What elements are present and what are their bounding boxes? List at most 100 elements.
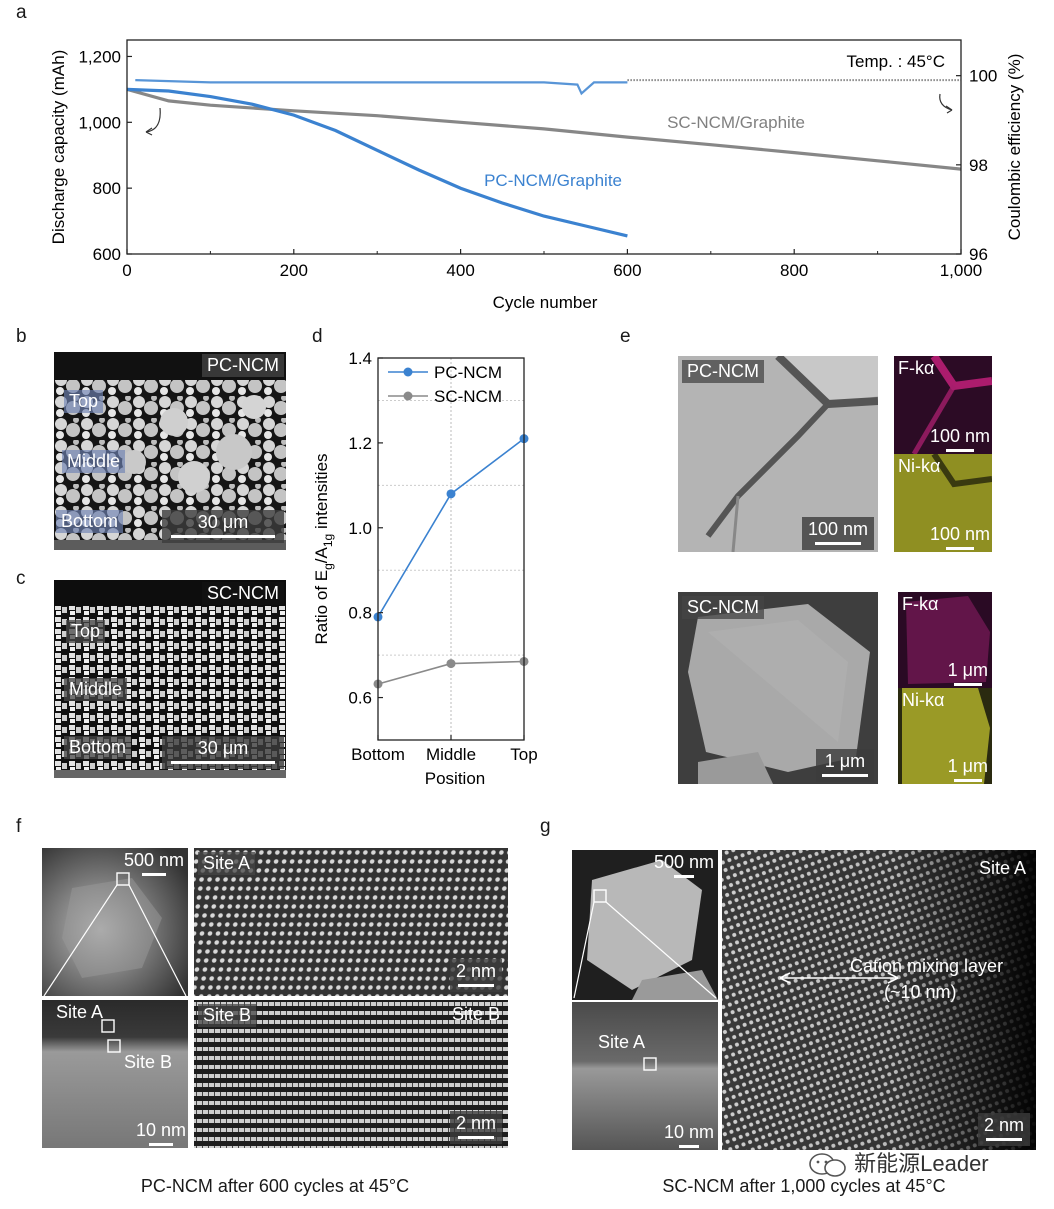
- x-tick-label: 400: [446, 261, 474, 280]
- y2-axis-title: Coulombic efficiency (%): [1005, 54, 1024, 241]
- site-b-label: Site B: [198, 1004, 257, 1027]
- scale-bar-line: [945, 547, 974, 550]
- scale-bar: 1 μm: [816, 749, 874, 782]
- x-tick-label: 0: [122, 261, 131, 280]
- y2-tick-label: 96: [969, 245, 988, 264]
- wechat-icon: [809, 1153, 846, 1177]
- site-a-label: Site A: [56, 1002, 104, 1022]
- data-point-pc: [446, 489, 456, 499]
- y-tick-label: 1,000: [78, 113, 121, 132]
- ni-label: Ni-kα: [898, 456, 941, 476]
- f-label: F-kα: [902, 594, 939, 614]
- panel-e-sc-ni-map: Ni-kα 1 μm: [898, 688, 992, 784]
- panel-g-caption: SC-NCM after 1,000 cycles at 45°C: [662, 1176, 946, 1196]
- scale-bar-line: [141, 873, 166, 876]
- scale-bar: 30 μm: [162, 510, 284, 543]
- data-point-sc: [446, 659, 456, 669]
- temp-label: Temp. : 45°C: [847, 52, 945, 71]
- scale-bar-label: 30 μm: [197, 738, 249, 758]
- cation-mixing-size: (~10 nm): [884, 982, 957, 1002]
- site-a-label: Site A: [198, 852, 256, 875]
- sc-series-label: SC-NCM/Graphite: [667, 113, 805, 132]
- pc-ncm-tag: PC-NCM: [202, 354, 284, 377]
- y-tick-label: 800: [93, 179, 121, 198]
- panel-g-overview: 500 nm: [572, 850, 718, 1000]
- scale-bar: 1 μm: [948, 756, 988, 782]
- x-axis-title: Position: [425, 769, 485, 788]
- pc-ncm-tag: PC-NCM: [682, 360, 764, 383]
- site-a-cation-mixing-image: [722, 850, 1036, 1150]
- f-map-image: [894, 356, 992, 454]
- panel-g-site-a: Site A Cation mixing layer (~10 nm) 2 nm: [722, 850, 1036, 1150]
- scale-bar: 30 μm: [162, 736, 284, 769]
- panel-f-caption: PC-NCM after 600 cycles at 45°C: [140, 1176, 410, 1196]
- sc-ncm-tag: SC-NCM: [682, 596, 764, 619]
- sc-ncm-tag: SC-NCM: [202, 582, 284, 605]
- panel-d-chart: 0.6 0.8 1.0 1.2 1.4 Bottom Middle Top PC-NCM SC…: [312, 349, 538, 788]
- legend: PC-NCM SC-NCM: [388, 363, 502, 406]
- panel-e-pc-f-map: F-kα 100 nm: [894, 356, 992, 454]
- scale-bar-label: 2 nm: [455, 1113, 496, 1133]
- sc-ncm-overview-image: [572, 850, 718, 1000]
- watermark: 新能源Leader: [808, 1146, 989, 1179]
- panel-letter-f: f: [16, 816, 22, 837]
- scale-bar-line: [822, 774, 868, 777]
- panel-b-micrograph: PC-NCM Top Middle Bottom 30 μm: [54, 352, 286, 550]
- y-tick-label: 1.0: [348, 519, 372, 538]
- layer-top-label: Top: [64, 390, 104, 413]
- panel-e-pc-ni-map: Ni-kα 100 nm: [894, 454, 992, 552]
- legend-entry-sc: SC-NCM: [434, 387, 502, 406]
- layer-top-label: Top: [66, 620, 106, 643]
- sc-capacity-series: [127, 87, 961, 171]
- ni-label: Ni-kα: [902, 690, 945, 710]
- ni-map-image: [894, 454, 992, 552]
- y-axis-title: Discharge capacity (mAh): [49, 50, 68, 245]
- scale-bar-line: [171, 761, 275, 764]
- scale-bar-line: [457, 984, 494, 987]
- panel-letter-d: d: [312, 326, 323, 347]
- panel-e-sc-f-map: F-kα 1 μm: [898, 592, 992, 688]
- x-tick-label: Middle: [426, 745, 476, 764]
- site-b-corner-label: Site B: [451, 1004, 500, 1024]
- f-map-image: [898, 592, 992, 688]
- layer-bottom-label: Bottom: [64, 736, 132, 759]
- f-label: F-kα: [898, 358, 935, 378]
- scale-bar: 2 nm: [449, 1111, 502, 1144]
- scale-bar: 2 nm: [977, 1113, 1030, 1146]
- panel-c-micrograph: SC-NCM Top Middle Bottom 30 μm: [54, 580, 286, 778]
- y-axis-title: Ratio of Eg/A1g intensities: [312, 453, 335, 644]
- y2-tick-label: 98: [969, 156, 988, 175]
- scale-bar-line: [171, 535, 275, 538]
- legend-marker-pc: [403, 367, 413, 377]
- panel-letter-e: e: [620, 326, 631, 347]
- scale-bar-label: 100 nm: [929, 426, 990, 446]
- site-a-label: Site A: [598, 1032, 646, 1052]
- pc-series-label: PC-NCM/Graphite: [484, 171, 622, 190]
- cation-mixing-label: Cation mixing layer: [850, 956, 1004, 976]
- scale-bar-label: 2 nm: [983, 1115, 1024, 1135]
- scale-bar-label: 30 μm: [197, 512, 249, 532]
- scale-bar: 100 nm: [801, 517, 874, 550]
- scale-bar: 10 nm: [664, 1122, 714, 1148]
- x-tick-label: 1,000: [940, 261, 983, 280]
- scale-bar-line: [985, 1138, 1022, 1141]
- panel-f-site-b: Site B Site B 2 nm: [194, 1000, 508, 1148]
- layer-middle-label: Middle: [62, 450, 126, 473]
- scale-bar: 500 nm: [654, 852, 714, 878]
- scale-bar-line: [148, 1143, 173, 1146]
- x-tick-label: 600: [613, 261, 641, 280]
- y-tick-label: 1.4: [348, 349, 372, 368]
- y-tick-label: 0.8: [348, 604, 372, 623]
- pc-ncm-surface-image: [42, 1000, 188, 1148]
- site-a-label: Site A: [978, 858, 1026, 878]
- scale-bar-label: 1 μm: [947, 756, 988, 776]
- scale-bar-line: [673, 875, 694, 878]
- pc-ncm-overview-image: [42, 848, 188, 996]
- panel-e-sc-haadf: SC-NCM 1 μm: [678, 592, 878, 784]
- scale-bar: 10 nm: [136, 1120, 186, 1146]
- ni-map-image: [898, 688, 992, 784]
- scale-bar: 100 nm: [930, 524, 990, 550]
- y-tick-label: 600: [93, 245, 121, 264]
- x-tick-label: 800: [780, 261, 808, 280]
- scale-bar-label: 10 nm: [663, 1122, 714, 1142]
